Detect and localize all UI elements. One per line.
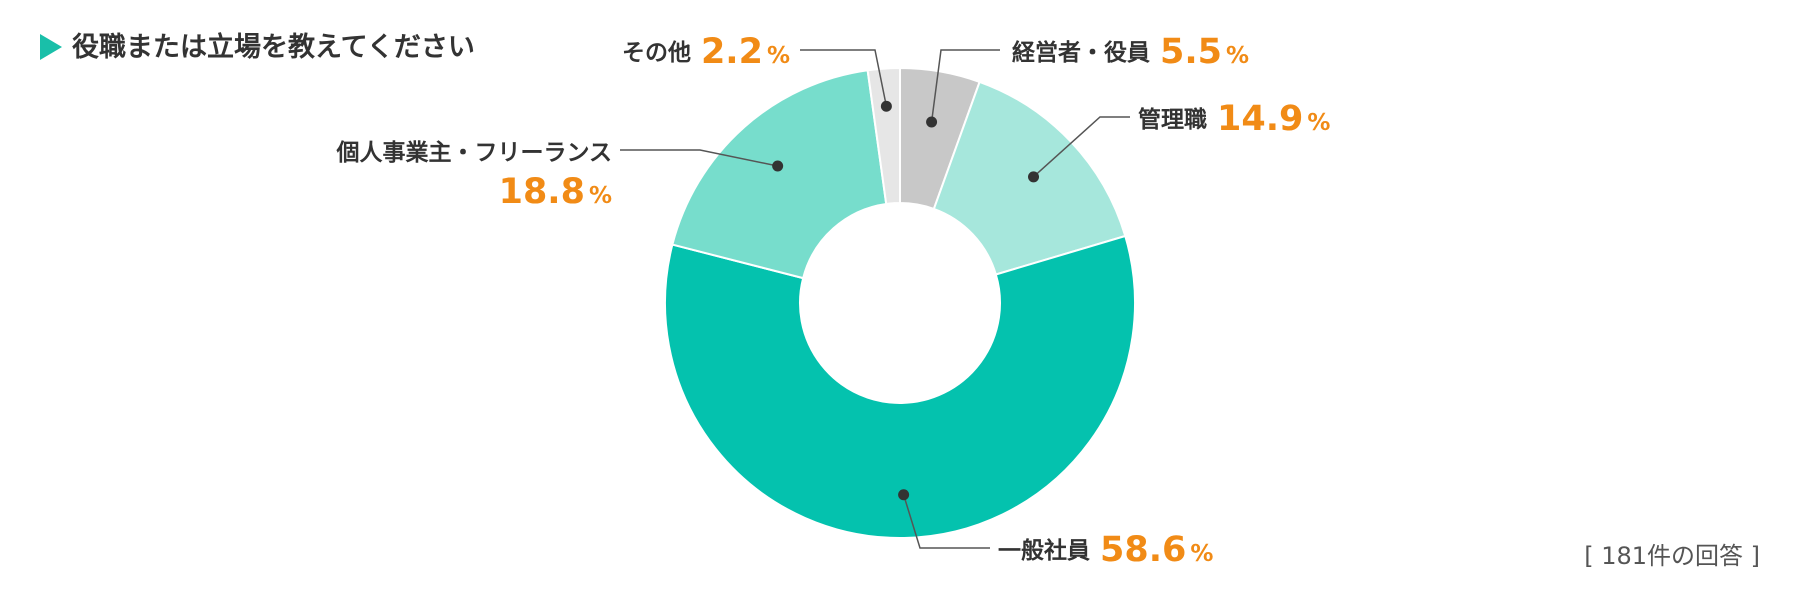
leader-dot-5: [880, 100, 892, 112]
leader-line-5: [800, 49, 888, 107]
donut-slices: [664, 66, 1136, 539]
slice-label-3: 一般社員 58.6%: [998, 530, 1213, 570]
leader-line-2: [1033, 116, 1130, 178]
slice-label-1: 経営者・役員 5.5%: [1012, 32, 1249, 72]
leader-line-4: [620, 149, 778, 167]
response-count-note: [ 181件の回答 ]: [1584, 542, 1760, 570]
title-marker-icon: [40, 34, 62, 60]
leader-dot-3: [898, 489, 910, 501]
slice-value-4: 18.8%: [499, 172, 612, 212]
leader-dot-2: [1028, 171, 1040, 183]
leader-dot-1: [926, 116, 938, 128]
leader-line-1: [930, 49, 1000, 123]
slice-4: [671, 69, 888, 280]
slice-label-5: その他 2.2%: [622, 32, 790, 72]
slice-labels: 経営者・役員 5.5 % 管理職 14.9 % 一般社員 58.6 % 個人事業主・フリーランス 1…: [335, 32, 1330, 570]
leader-dot-4: [772, 160, 784, 172]
slice-label-4: 個人事業主・フリーランス: [335, 139, 612, 166]
leader-lines: [620, 49, 1130, 549]
slice-label-2: 管理職 14.9%: [1138, 99, 1330, 139]
slice-3: [664, 234, 1136, 539]
leader-line-3: [902, 494, 990, 549]
chart-title: 役職または立場を教えてください: [72, 31, 475, 63]
